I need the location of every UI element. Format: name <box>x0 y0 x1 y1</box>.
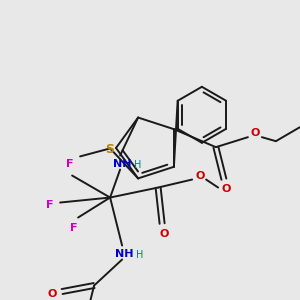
Text: O: O <box>195 170 205 181</box>
Text: F: F <box>46 200 54 209</box>
Text: H: H <box>134 160 142 170</box>
Text: NH: NH <box>113 158 131 169</box>
Text: O: O <box>159 229 169 238</box>
Text: S: S <box>106 143 115 157</box>
Text: O: O <box>47 289 57 298</box>
Text: O: O <box>221 184 231 194</box>
Text: F: F <box>70 223 78 232</box>
Text: H: H <box>136 250 144 260</box>
Text: O: O <box>250 128 260 138</box>
Text: F: F <box>66 158 74 169</box>
Text: NH: NH <box>115 248 134 259</box>
